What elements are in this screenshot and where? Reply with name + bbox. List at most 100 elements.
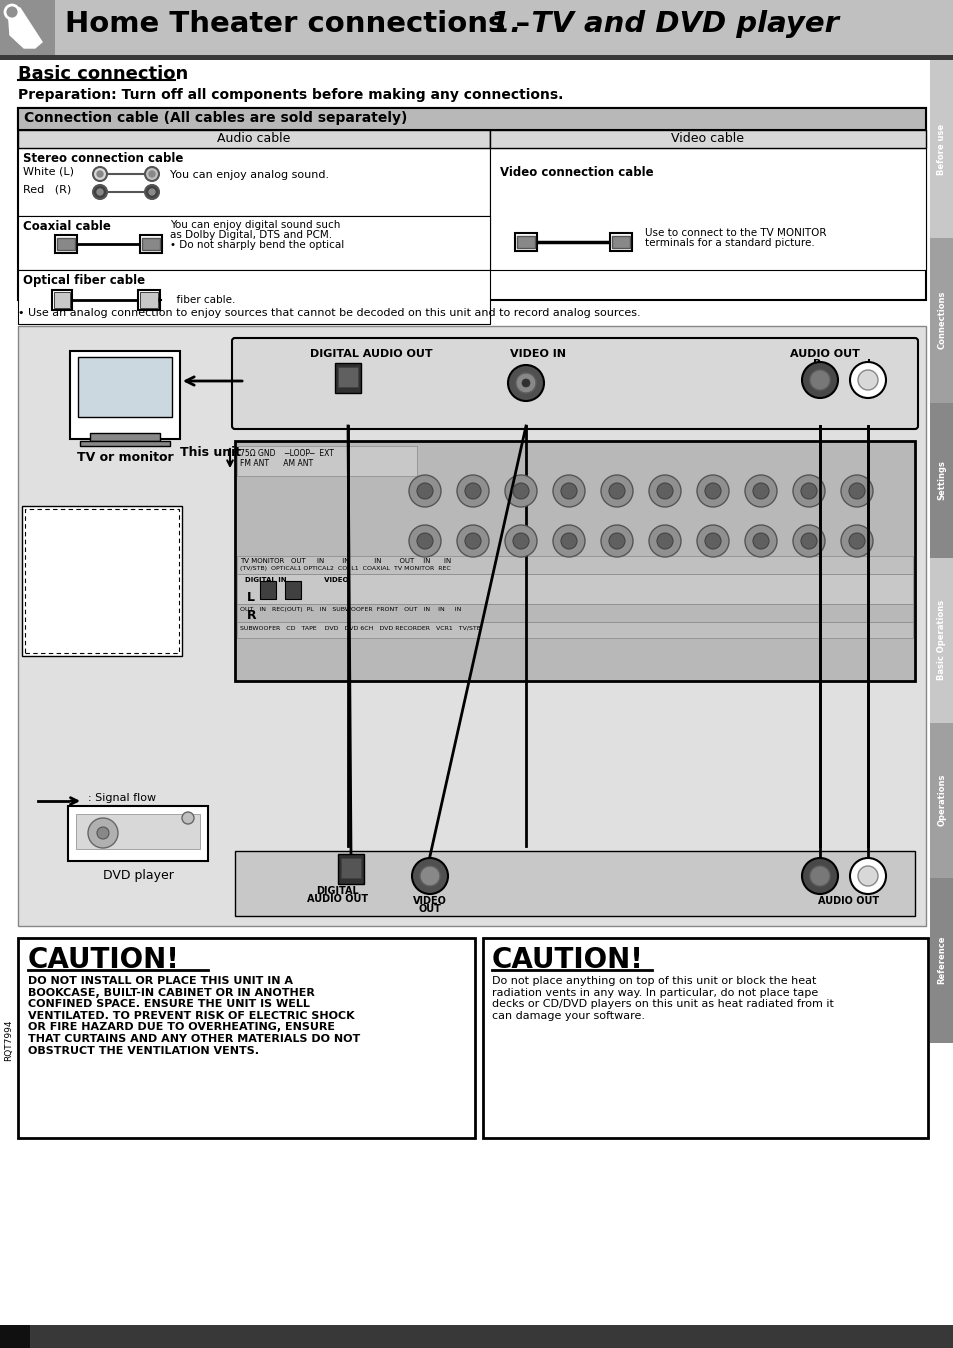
Circle shape (697, 474, 728, 507)
Circle shape (857, 369, 877, 390)
Bar (236, 604, 912, 621)
Bar (0, 0, 55, 55)
Bar (234, 851, 914, 917)
Text: TV MONITOR   OUT     IN        IN           IN        OUT    IN      IN: TV MONITOR OUT IN IN IN OUT IN IN (240, 558, 451, 563)
Bar (929, 61, 953, 239)
Text: Audio cable: Audio cable (217, 132, 291, 146)
Circle shape (752, 532, 768, 549)
Circle shape (704, 532, 720, 549)
Text: • Do not sharply bend the optical: • Do not sharply bend the optical (170, 240, 344, 249)
Bar (22, 506, 182, 656)
Text: : Signal flow: : Signal flow (88, 793, 156, 803)
Text: Home Theater connections –: Home Theater connections – (65, 9, 539, 38)
Text: VIDEO: VIDEO (413, 896, 446, 906)
Text: Settings: Settings (937, 460, 945, 500)
Bar (55, 235, 77, 253)
Circle shape (504, 474, 537, 507)
Text: terminals for a standard picture.: terminals for a standard picture. (644, 239, 814, 248)
Bar (929, 723, 953, 878)
Text: AUDIO OUT: AUDIO OUT (818, 896, 879, 906)
Text: • Use an analog connection to enjoy sources that cannot be decoded on this unit : • Use an analog connection to enjoy sour… (18, 307, 640, 318)
Bar (142, 239, 160, 249)
Circle shape (560, 532, 577, 549)
Circle shape (553, 474, 584, 507)
Circle shape (744, 474, 776, 507)
Circle shape (848, 532, 864, 549)
Bar (929, 558, 953, 723)
Text: You can change the input
settings for the digital
terminals if necessary. Note
t: You can change the input settings for th… (28, 549, 173, 628)
Text: L: L (247, 590, 254, 604)
Text: L: L (871, 861, 878, 871)
Bar (18, 108, 925, 301)
Circle shape (600, 474, 633, 507)
Bar (138, 290, 160, 310)
Circle shape (516, 373, 536, 394)
Circle shape (560, 483, 577, 499)
Bar (337, 367, 357, 387)
Circle shape (88, 818, 118, 848)
Circle shape (504, 524, 537, 557)
Circle shape (849, 857, 885, 894)
Text: FM ANT      AM ANT: FM ANT AM ANT (240, 460, 313, 468)
Circle shape (149, 171, 154, 177)
Text: Stereo connection cable: Stereo connection cable (23, 152, 183, 164)
Text: (TV/STB)  OPTICAL1 OPTICAL2  CO  L1  COAXIAL  TV MONITOR  REC: (TV/STB) OPTICAL1 OPTICAL2 CO L1 COAXIAL… (240, 566, 450, 572)
Bar (18, 270, 490, 324)
Bar (517, 236, 535, 248)
Circle shape (657, 532, 672, 549)
Bar (929, 878, 953, 1043)
Circle shape (648, 524, 680, 557)
Bar (52, 290, 71, 310)
Text: RQT7994: RQT7994 (5, 1019, 13, 1061)
Bar (18, 108, 925, 129)
Text: White (L): White (L) (23, 166, 74, 177)
Bar (140, 235, 162, 253)
Text: Optical fiber cable: Optical fiber cable (23, 274, 145, 287)
Circle shape (608, 483, 624, 499)
Circle shape (697, 524, 728, 557)
Text: DIGITAL: DIGITAL (316, 886, 359, 896)
Text: R: R (813, 861, 821, 871)
Text: SUBWOOFER   CD   TAPE    DVD   DVD 6CH   DVD RECORDER   VCR1   TV/STB: SUBWOOFER CD TAPE DVD DVD 6CH DVD RECORD… (240, 625, 480, 630)
Circle shape (849, 363, 885, 398)
Text: CAUTION!: CAUTION! (492, 946, 643, 975)
Circle shape (801, 532, 816, 549)
Text: R: R (812, 359, 821, 369)
Bar (80, 441, 170, 446)
Bar (482, 938, 927, 1138)
Text: 1. TV and DVD player: 1. TV and DVD player (490, 9, 838, 38)
Bar (18, 326, 925, 926)
Text: DVD player: DVD player (103, 869, 173, 882)
FancyBboxPatch shape (232, 338, 917, 429)
Bar (25, 510, 179, 652)
Text: Preparation: Turn off all components before making any connections.: Preparation: Turn off all components bef… (18, 88, 563, 102)
Circle shape (419, 865, 439, 886)
Circle shape (409, 524, 440, 557)
Bar (340, 857, 360, 878)
Bar (57, 239, 75, 249)
Circle shape (92, 185, 107, 200)
Bar (0, 0, 953, 55)
Bar (612, 236, 629, 248)
Circle shape (5, 5, 19, 19)
Circle shape (801, 857, 837, 894)
Text: 4: 4 (10, 1326, 21, 1344)
Bar (236, 555, 912, 574)
Bar (0, 1325, 30, 1348)
Circle shape (792, 524, 824, 557)
Circle shape (841, 524, 872, 557)
Text: R: R (247, 609, 256, 621)
Bar (0, 1325, 953, 1348)
Text: OUT   IN   REC(OUT)  PL   IN   SUBWOOFER  FRONT   OUT   IN    IN     IN: OUT IN REC(OUT) PL IN SUBWOOFER FRONT OU… (240, 607, 461, 612)
Circle shape (608, 532, 624, 549)
Text: Red   (R): Red (R) (23, 183, 71, 194)
Circle shape (744, 524, 776, 557)
Circle shape (792, 474, 824, 507)
Circle shape (841, 474, 872, 507)
Text: input settings: input settings (28, 531, 132, 545)
Circle shape (553, 524, 584, 557)
Bar (54, 293, 70, 307)
Circle shape (600, 524, 633, 557)
Bar (140, 293, 158, 307)
Text: Use to connect to the TV MONITOR: Use to connect to the TV MONITOR (644, 228, 825, 239)
